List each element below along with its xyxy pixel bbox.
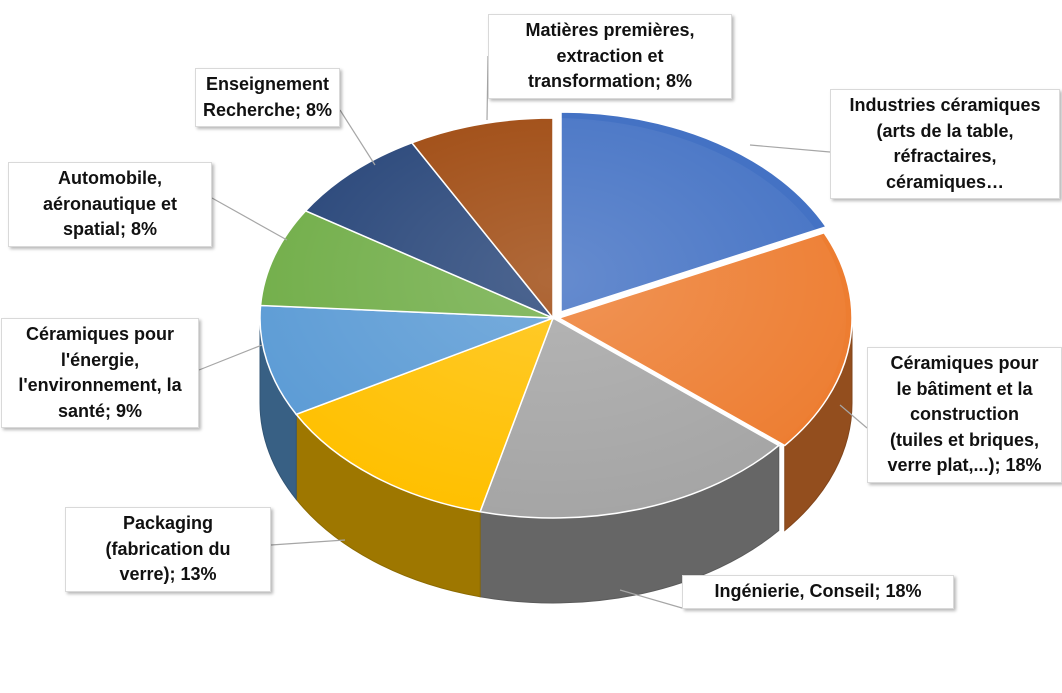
data-label-line: (fabrication du: [105, 538, 231, 559]
data-label-line: Automobile,: [58, 168, 162, 188]
leader-lines: [198, 55, 868, 609]
leader-line-2: [619, 589, 683, 609]
data-label-5: Automobile, aéronautique et spatial; 8%: [8, 162, 212, 247]
data-label-0: Industries céramiques (arts de la table, r…: [830, 89, 1060, 199]
data-label-line: Céramiques pour: [25, 324, 175, 344]
data-label-line: (tuiles et briques,: [889, 429, 1040, 450]
data-label-line: Céramiques pour: [890, 353, 1039, 373]
data-label-line: Enseignement: [205, 74, 330, 94]
data-label-line: l'environnement, la: [18, 375, 182, 395]
leader-line-7: [486, 55, 489, 121]
data-label-3: Packaging (fabrication du verre); 13%: [65, 507, 271, 592]
data-label-line: verre); 13%: [119, 564, 217, 584]
leader-line-5: [211, 197, 288, 241]
data-label-4: Céramiques pour l'énergie, l'environnement…: [1, 318, 199, 428]
data-label-line: Ingénierie, Conseil; 18%: [714, 581, 922, 601]
leader-line-4: [198, 344, 263, 371]
pie-tops: [259, 111, 853, 519]
data-label-7: Matières premières, extraction et transfor…: [488, 14, 732, 99]
data-label-line: transformation; 8%: [527, 71, 693, 91]
data-label-line: l'énergie,: [60, 349, 140, 370]
leader-line-1: [839, 404, 868, 429]
data-label-line: aéronautique et: [42, 193, 178, 214]
data-label-line: spatial; 8%: [62, 219, 158, 239]
data-label-line: extraction et: [556, 45, 664, 66]
data-label-1: Céramiques pour le bâtiment et la construc…: [867, 347, 1062, 483]
leader-line-0: [749, 144, 831, 153]
data-label-line: (arts de la table,: [876, 120, 1014, 141]
data-label-2: Ingénierie, Conseil; 18%: [682, 575, 954, 609]
leader-line-6: [339, 109, 376, 166]
data-label-line: réfractaires,: [893, 146, 997, 166]
data-label-line: santé; 9%: [57, 400, 143, 421]
data-label-line: Packaging: [122, 513, 214, 533]
data-label-6: Enseignement Recherche; 8%: [195, 68, 340, 127]
data-label-line: verre plat,...); 18%: [887, 455, 1042, 475]
data-label-line: construction: [909, 404, 1019, 424]
data-label-line: le bâtiment et la: [896, 378, 1033, 399]
data-label-line: Industries céramiques: [849, 95, 1041, 115]
data-label-line: Recherche; 8%: [202, 99, 333, 120]
leader-line-3: [270, 539, 346, 546]
data-label-line: Matières premières,: [525, 20, 695, 40]
data-label-line: céramiques…: [885, 171, 1005, 192]
